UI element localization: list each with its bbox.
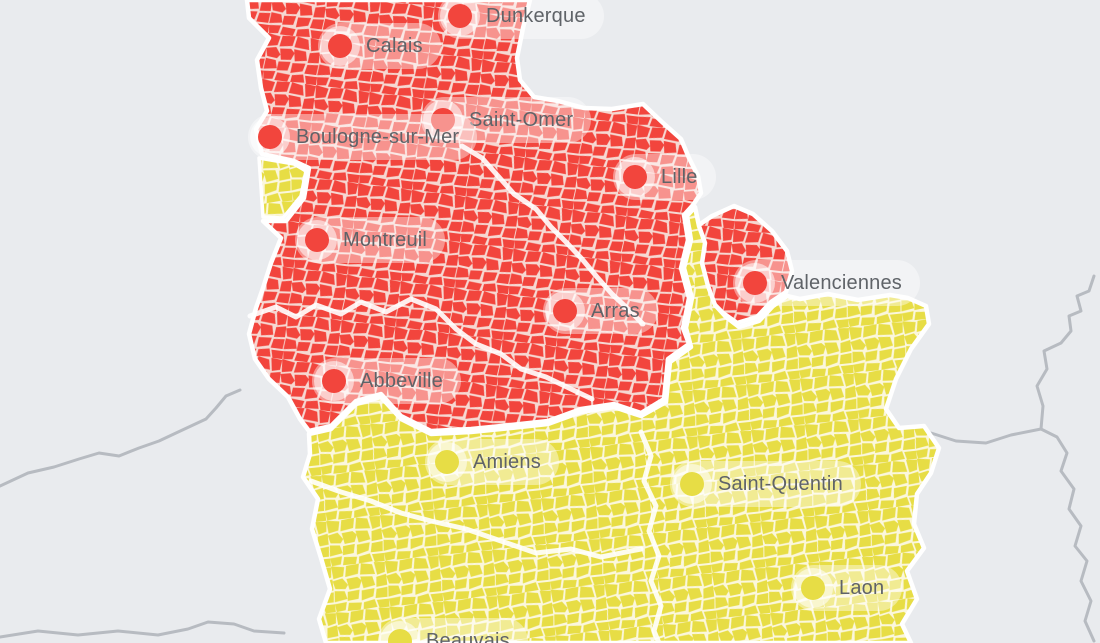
city-marker-dot[interactable] — [801, 576, 825, 600]
department-line-yellow-horizontal — [308, 478, 644, 560]
city-marker-dot[interactable] — [553, 299, 577, 323]
yellow-alert-zone[interactable] — [300, 204, 942, 643]
city-marker-dot[interactable] — [623, 165, 647, 189]
city-marker-dot[interactable] — [322, 369, 346, 393]
city-beauvais[interactable]: Beauvais — [378, 618, 528, 643]
city-marker-dot[interactable] — [680, 472, 704, 496]
city-marker-dot[interactable] — [435, 450, 459, 474]
city-laon[interactable]: Laon — [791, 565, 903, 611]
city-calais[interactable]: Calais — [318, 23, 441, 69]
city-marker-dot[interactable] — [743, 271, 767, 295]
city-lille[interactable]: Lille — [613, 154, 716, 200]
city-label: Valenciennes — [781, 271, 903, 294]
city-marker-dot[interactable] — [305, 228, 329, 252]
city-label: Boulogne-sur-Mer — [296, 125, 460, 148]
west-border-line — [0, 388, 242, 488]
city-label: Beauvais — [426, 629, 510, 643]
city-marker-dot[interactable] — [448, 4, 472, 28]
city-boulogne-sur-mer[interactable]: Boulogne-sur-Mer — [248, 114, 478, 160]
yellow-coastal-strip[interactable] — [257, 156, 308, 220]
neighbour-border-lines — [0, 274, 1096, 643]
city-valenciennes[interactable]: Valenciennes — [733, 260, 921, 306]
city-label: Laon — [839, 576, 885, 599]
city-label: Calais — [366, 34, 423, 57]
city-marker-dot[interactable] — [328, 34, 352, 58]
city-label: Arras — [591, 299, 640, 322]
city-label: Lille — [661, 165, 698, 188]
city-label: Saint-Omer — [469, 108, 574, 131]
city-marker-dot[interactable] — [431, 108, 455, 132]
city-saint-quentin[interactable]: Saint-Quentin — [670, 461, 861, 507]
city-marker-dot[interactable] — [258, 125, 282, 149]
city-label: Montreuil — [343, 228, 428, 251]
city-marker-dot[interactable] — [388, 629, 412, 643]
city-label: Amiens — [473, 450, 541, 473]
department-line-yellow-vertical — [638, 429, 664, 643]
east-border-line — [929, 274, 1096, 445]
city-abbeville[interactable]: Abbeville — [312, 358, 461, 404]
city-label: Dunkerque — [486, 4, 586, 27]
department-line-red-horizontal — [247, 296, 595, 402]
southeast-border-line — [1039, 427, 1096, 643]
department-line-red-diagonal — [459, 143, 646, 327]
city-dunkerque[interactable]: Dunkerque — [438, 0, 604, 39]
southwest-coast-line — [0, 620, 286, 639]
city-amiens[interactable]: Amiens — [425, 439, 559, 485]
city-label: Abbeville — [360, 369, 443, 392]
red-alert-zone[interactable] — [244, 0, 704, 434]
city-label: Saint-Quentin — [718, 472, 843, 495]
city-montreuil[interactable]: Montreuil — [295, 217, 446, 263]
department-boundary-lines — [247, 143, 664, 643]
city-saint-omer[interactable]: Saint-Omer — [421, 97, 592, 143]
city-arras[interactable]: Arras — [543, 288, 658, 334]
